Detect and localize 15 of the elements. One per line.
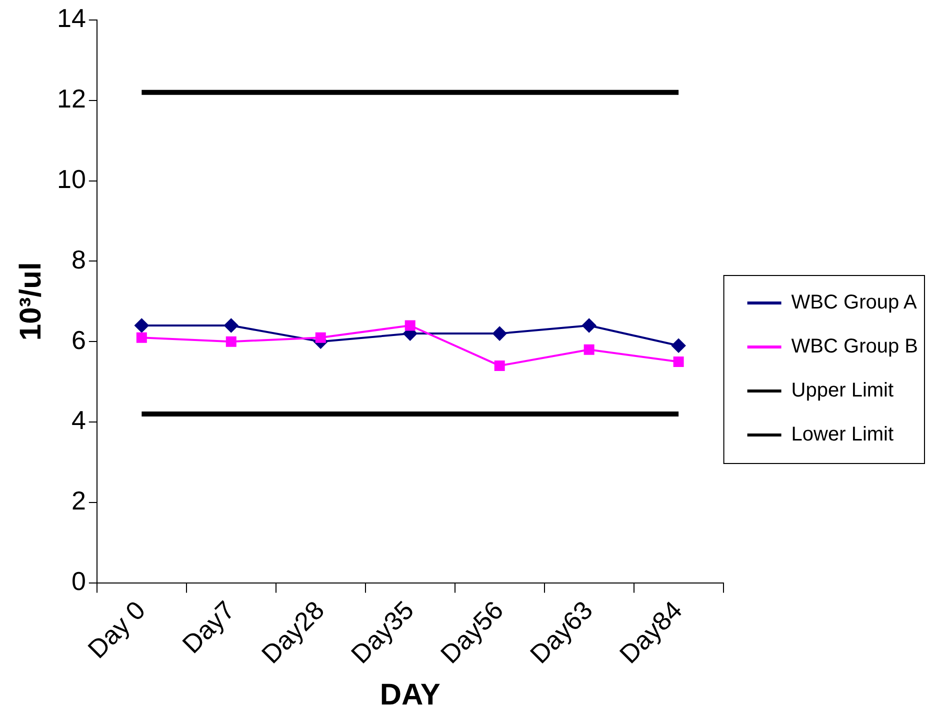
y-tick-label: 6	[71, 324, 86, 355]
y-axis-title: 10³/ul	[14, 262, 48, 341]
y-tick-label: 12	[57, 84, 86, 114]
legend-label: WBC Group A	[791, 292, 918, 314]
y-tick-label: 4	[71, 405, 86, 436]
y-tick-label: 2	[71, 486, 86, 516]
y-tick-label: 8	[71, 244, 86, 274]
y-tick-label: 14	[57, 3, 86, 34]
y-tick-label: 10	[57, 164, 86, 194]
y-tick-label: 0	[71, 566, 86, 596]
legend-label: Lower Limit	[791, 424, 894, 446]
legend-label: WBC Group B	[791, 336, 918, 358]
legend-label: Upper Limit	[791, 380, 894, 402]
x-axis-title: DAY	[380, 678, 440, 712]
x-tick-label: Day 0	[82, 594, 151, 664]
